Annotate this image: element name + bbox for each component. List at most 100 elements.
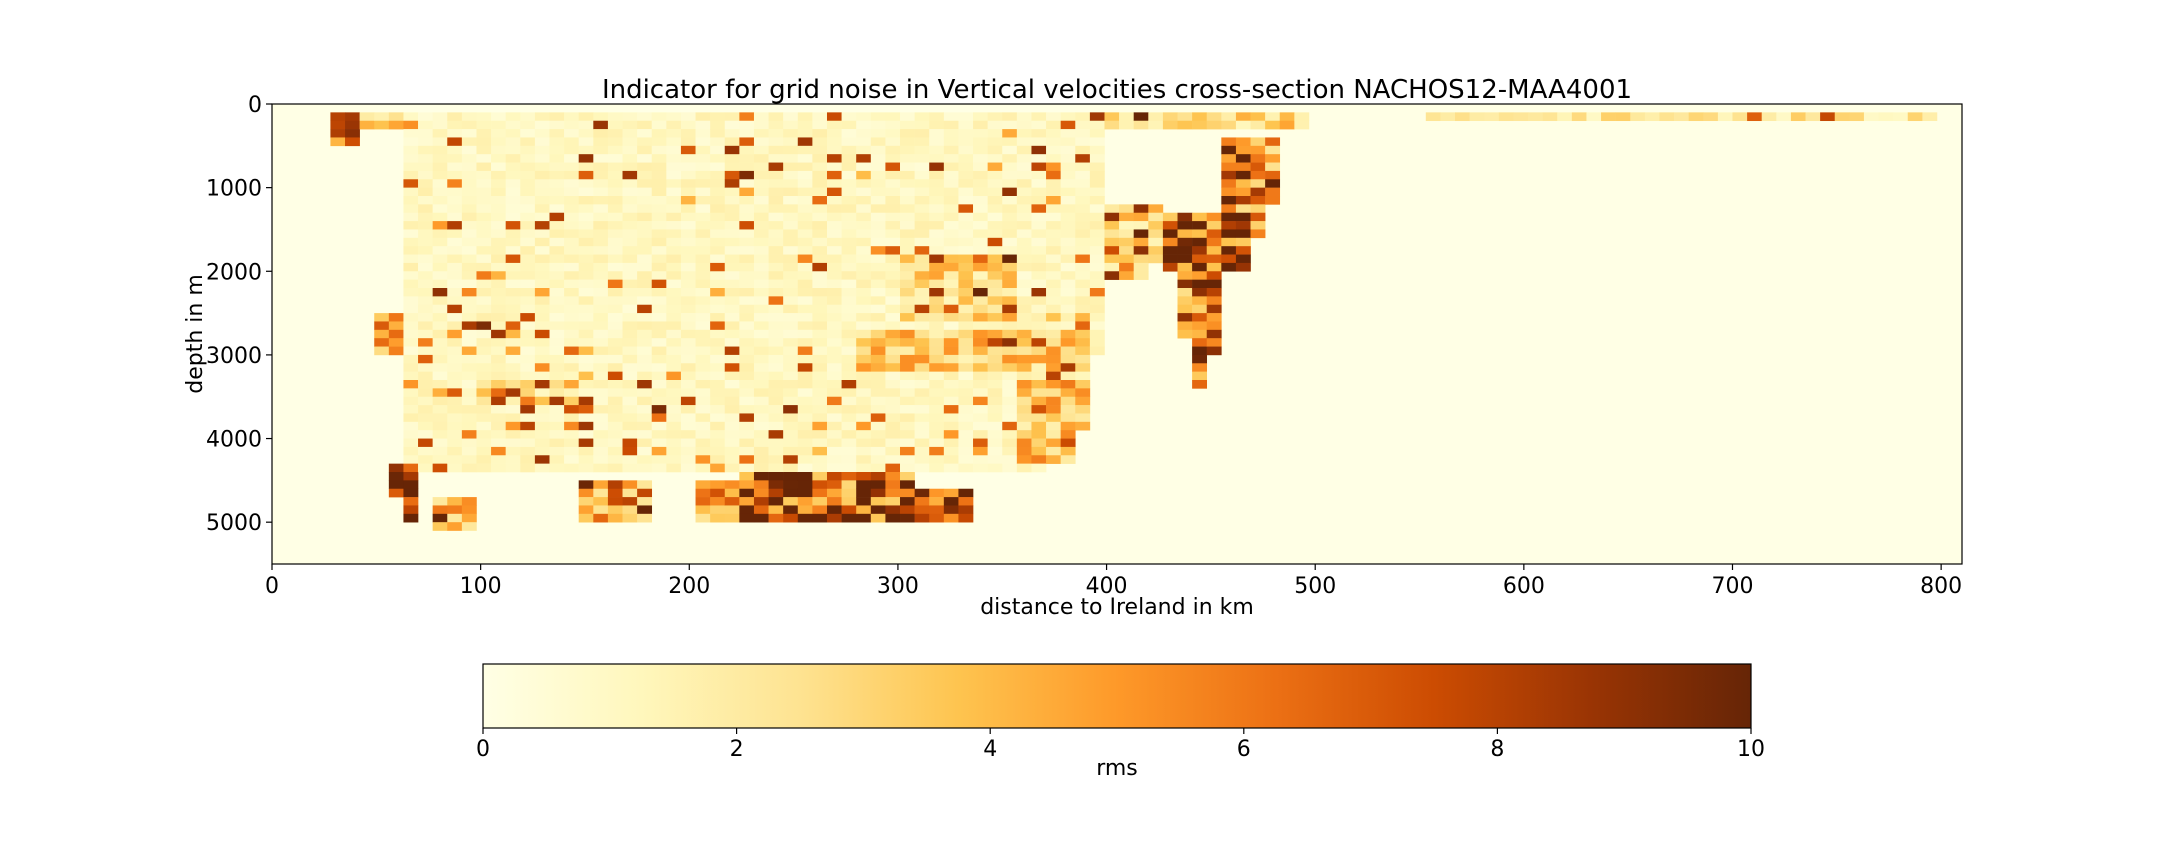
heatmap-cell	[812, 279, 828, 289]
heatmap-cell	[812, 179, 828, 188]
heatmap-cell	[505, 145, 521, 155]
heatmap-cell	[418, 246, 433, 255]
heatmap-cell	[753, 162, 769, 172]
heatmap-cell	[856, 480, 872, 490]
heatmap-cell	[958, 288, 974, 297]
heatmap-cell	[1717, 112, 1733, 122]
heatmap-cell	[534, 254, 550, 264]
heatmap-cell	[578, 262, 594, 272]
heatmap-cell	[987, 296, 1003, 306]
heatmap-cell	[505, 396, 521, 406]
heatmap-cell	[680, 221, 696, 230]
heatmap-cell	[680, 204, 696, 214]
heatmap-cell	[870, 488, 886, 498]
heatmap-cell	[870, 296, 886, 306]
heatmap-cell	[900, 212, 915, 222]
heatmap-cell	[943, 237, 959, 247]
heatmap-cell	[578, 179, 594, 188]
heatmap-cell	[1016, 388, 1032, 398]
heatmap-cell	[432, 296, 448, 306]
heatmap-cell	[637, 196, 653, 205]
heatmap-cell	[768, 380, 784, 389]
heatmap-cell	[973, 396, 988, 406]
heatmap-cell	[564, 271, 579, 280]
heatmap-cell	[1235, 204, 1251, 214]
heatmap-cell	[710, 137, 726, 147]
heatmap-cell	[651, 463, 667, 473]
heatmap-cell	[593, 421, 609, 431]
heatmap-cell	[461, 363, 477, 372]
heatmap-cell	[651, 338, 667, 347]
heatmap-cell	[418, 271, 433, 280]
heatmap-cell	[753, 296, 769, 306]
heatmap-cell	[607, 338, 623, 347]
heatmap-cell	[520, 438, 536, 448]
heatmap-cell	[622, 488, 638, 498]
heatmap-cell	[987, 170, 1003, 180]
heatmap-cell	[549, 237, 565, 247]
heatmap-cell	[1046, 380, 1061, 389]
heatmap-cell	[797, 162, 813, 172]
heatmap-cell	[695, 262, 711, 272]
heatmap-cell	[783, 262, 799, 272]
heatmap-cell	[1075, 170, 1091, 180]
heatmap-cell	[403, 363, 419, 372]
heatmap-cell	[958, 421, 974, 431]
heatmap-cell	[549, 421, 565, 431]
heatmap-cell	[1177, 262, 1193, 272]
heatmap-cell	[1133, 246, 1149, 255]
heatmap-cell	[783, 413, 799, 423]
heatmap-cell	[1440, 112, 1456, 122]
heatmap-cell	[1265, 120, 1281, 130]
heatmap-cell	[680, 170, 696, 180]
x-tick-label: 300	[877, 574, 919, 599]
heatmap-cell	[710, 154, 726, 163]
heatmap-cell	[973, 413, 988, 423]
heatmap-cell	[929, 313, 945, 322]
heatmap-cell	[841, 472, 857, 481]
heatmap-cell	[593, 497, 609, 506]
heatmap-cell	[958, 413, 974, 423]
plot-area	[271, 103, 1963, 565]
heatmap-cell	[418, 262, 433, 272]
heatmap-cell	[973, 154, 988, 163]
heatmap-cell	[710, 480, 726, 490]
heatmap-cell	[1046, 204, 1061, 214]
heatmap-cell	[914, 421, 930, 431]
heatmap-cell	[885, 212, 901, 222]
heatmap-cell	[958, 363, 974, 372]
heatmap-cell	[783, 196, 799, 205]
heatmap-cell	[870, 513, 886, 523]
heatmap-cell	[1031, 388, 1047, 398]
heatmap-cell	[1104, 212, 1120, 222]
heatmap-cell	[1133, 112, 1149, 122]
heatmap-cell	[1016, 354, 1032, 364]
heatmap-cell	[1162, 237, 1178, 247]
heatmap-cell	[418, 229, 433, 239]
heatmap-cell	[432, 371, 448, 381]
heatmap-cell	[914, 129, 930, 138]
heatmap-cell	[345, 129, 360, 138]
heatmap-cell	[534, 179, 550, 188]
heatmap-cell	[432, 421, 448, 431]
heatmap-cell	[914, 380, 930, 389]
heatmap-cell	[870, 304, 886, 314]
heatmap-cell	[885, 380, 901, 389]
heatmap-cell	[783, 505, 799, 515]
heatmap-cell	[534, 313, 550, 322]
heatmap-cell	[724, 179, 740, 188]
heatmap-cell	[491, 396, 506, 406]
heatmap-cell	[607, 288, 623, 297]
heatmap-cell	[1104, 262, 1120, 272]
heatmap-cell	[1893, 112, 1909, 122]
heatmap-cell	[578, 513, 594, 523]
heatmap-cell	[1425, 112, 1441, 122]
heatmap-cell	[491, 187, 506, 197]
heatmap-cell	[491, 162, 506, 172]
heatmap-cell	[768, 472, 784, 481]
heatmap-cell	[593, 388, 609, 398]
heatmap-cell	[724, 162, 740, 172]
heatmap-cell	[812, 288, 828, 297]
heatmap-cell	[578, 120, 594, 130]
heatmap-cell	[564, 120, 579, 130]
